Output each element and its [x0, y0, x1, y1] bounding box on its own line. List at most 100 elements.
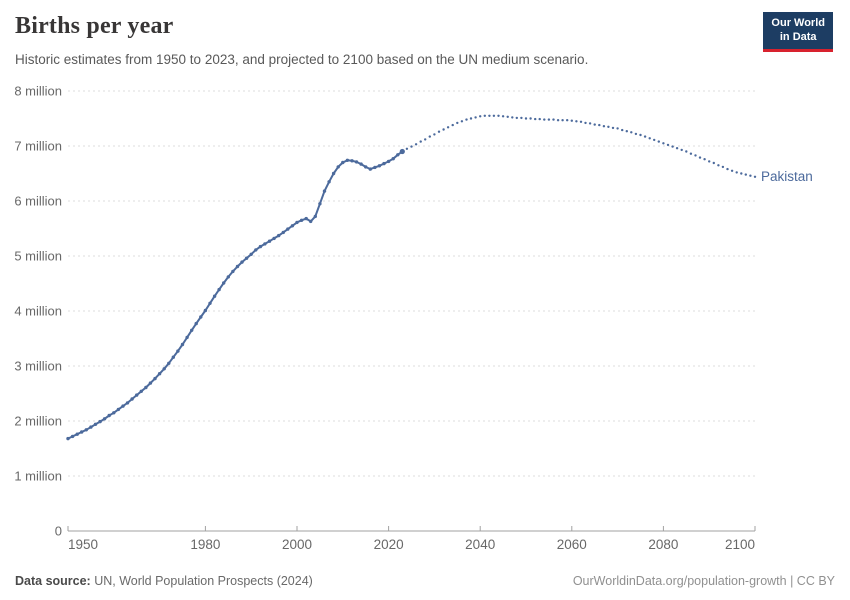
- projection-dot: [465, 118, 468, 121]
- y-axis-tick-label: 3 million: [14, 359, 62, 374]
- data-point-marker: [331, 171, 336, 176]
- data-point-marker: [286, 227, 290, 231]
- data-point-marker: [84, 428, 89, 432]
- projection-dot: [607, 125, 610, 128]
- data-point-marker: [135, 393, 139, 397]
- data-point-marker: [167, 361, 171, 365]
- x-axis-tick-label: 2040: [465, 537, 495, 552]
- projection-dot: [552, 118, 555, 121]
- projection-dot: [726, 167, 729, 171]
- projection-dot: [492, 114, 496, 118]
- data-source-note: Data source: UN, World Population Prospe…: [15, 574, 313, 588]
- projection-dot: [730, 169, 734, 172]
- projection-dot: [543, 118, 546, 121]
- data-point-marker: [364, 165, 368, 169]
- projection-dot: [506, 115, 509, 119]
- data-point-marker: [249, 252, 253, 256]
- projection-dot: [575, 120, 578, 123]
- data-point-marker: [368, 167, 372, 171]
- projection-dot: [703, 158, 706, 161]
- y-axis-tick-label: 0: [55, 524, 62, 539]
- chart-footer: Data source: UN, World Population Prospe…: [15, 574, 835, 588]
- data-point-marker: [350, 159, 354, 163]
- owid-logo-line2: in Data: [779, 30, 817, 43]
- projection-dot: [708, 160, 711, 163]
- projection-dot: [694, 154, 697, 157]
- projection-dot: [561, 119, 564, 122]
- data-point-marker: [217, 287, 221, 292]
- projection-dot: [501, 115, 505, 118]
- projection-dot: [621, 128, 624, 132]
- projection-dot: [538, 117, 541, 121]
- x-axis-tick-label: 2000: [282, 537, 312, 552]
- data-point-marker: [304, 216, 308, 221]
- data-point-marker: [125, 401, 130, 405]
- projection-dot: [414, 143, 418, 146]
- data-point-marker: [354, 160, 359, 164]
- data-point-marker: [75, 432, 79, 436]
- owid-logo-line1: Our World: [771, 17, 825, 29]
- data-point-marker: [194, 321, 198, 326]
- x-axis-tick-label: 2100: [725, 537, 755, 552]
- page-title: Births per year: [15, 13, 174, 39]
- data-point-marker: [157, 372, 162, 376]
- data-point-marker: [386, 159, 391, 164]
- y-axis-tick-label: 2 million: [14, 414, 62, 429]
- estimates-line: [67, 150, 404, 440]
- data-point-marker: [98, 419, 102, 424]
- projection-dot: [749, 174, 752, 177]
- projection-dot: [483, 114, 486, 118]
- projection-dot: [515, 116, 518, 120]
- data-point-marker: [185, 335, 189, 340]
- projection-dot: [433, 133, 436, 136]
- owid-logo[interactable]: Our World in Data: [763, 12, 833, 52]
- projection-dot: [437, 130, 441, 133]
- projection-dot: [593, 123, 596, 126]
- data-point-marker: [190, 328, 194, 332]
- data-point-marker: [313, 214, 317, 219]
- data-point-marker: [309, 219, 313, 224]
- chart-subtitle: Historic estimates from 1950 to 2023, an…: [15, 52, 589, 67]
- projection-dot: [680, 148, 683, 152]
- data-point-marker: [277, 233, 281, 238]
- data-point-marker: [345, 158, 350, 162]
- data-point-marker: [396, 153, 400, 157]
- projection-dot: [460, 120, 464, 123]
- data-point-marker: [281, 230, 285, 235]
- data-point-marker: [322, 189, 327, 193]
- data-point-marker: [327, 180, 331, 184]
- entity-label[interactable]: Pakistan: [761, 169, 813, 184]
- projection-dot: [630, 131, 633, 134]
- data-point-marker: [112, 411, 116, 415]
- data-point-marker: [267, 239, 272, 243]
- projection-dot: [648, 137, 651, 140]
- projection-dot: [469, 117, 473, 120]
- data-point-marker: [336, 165, 340, 169]
- data-point-marker: [290, 224, 295, 228]
- footer-url[interactable]: OurWorldinData.org/population-growth | C…: [572, 574, 835, 588]
- data-point-marker: [116, 407, 121, 412]
- data-point-marker: [235, 264, 240, 269]
- projection-dot: [666, 143, 670, 147]
- data-point-marker: [240, 260, 244, 264]
- data-point-marker: [153, 376, 157, 381]
- data-point-marker: [89, 425, 93, 429]
- data-point-marker: [162, 367, 166, 371]
- data-point-marker: [148, 381, 153, 385]
- projection-dot: [712, 161, 715, 165]
- projection-dot: [685, 150, 688, 153]
- projection-dot: [721, 165, 725, 169]
- estimates-end-point: [399, 148, 405, 155]
- data-point-marker: [208, 301, 212, 305]
- data-point-marker: [226, 275, 230, 279]
- data-point-marker: [231, 269, 235, 274]
- y-axis-tick-label: 5 million: [14, 249, 62, 264]
- projection-dot: [428, 135, 431, 138]
- data-point-marker: [382, 161, 386, 166]
- projection-dot: [405, 147, 409, 150]
- x-axis-tick-label: 1980: [190, 537, 220, 552]
- projection-dot: [419, 140, 422, 143]
- data-point-marker: [377, 164, 382, 168]
- projection-dot: [488, 114, 491, 118]
